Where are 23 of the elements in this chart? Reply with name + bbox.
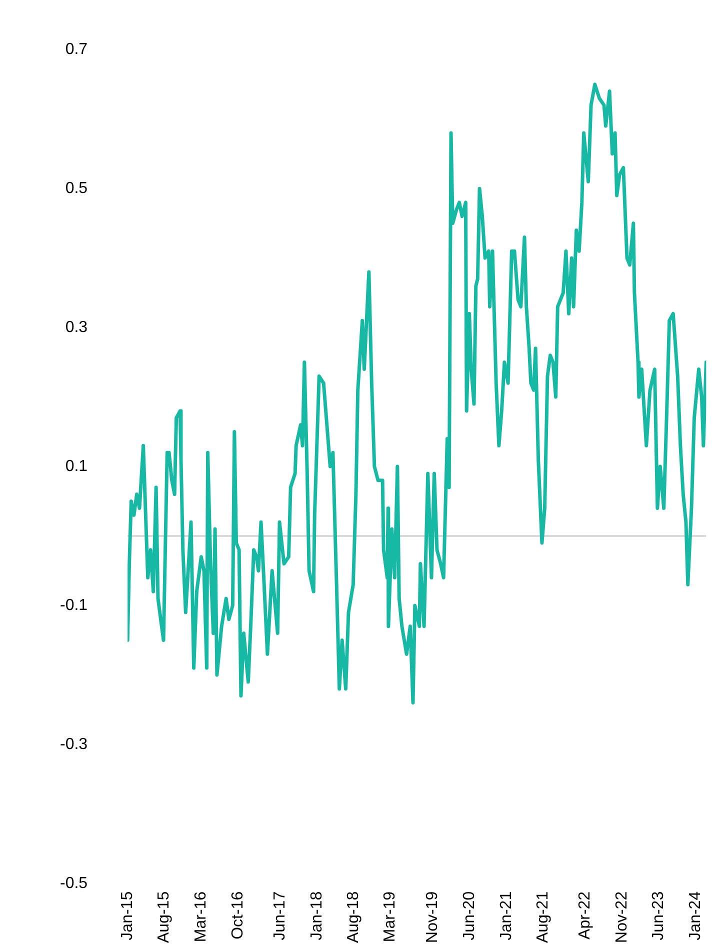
- x-tick-label: Oct-16: [229, 891, 246, 940]
- y-tick-label: 0.1: [65, 458, 88, 475]
- x-tick-label: Jun-17: [271, 891, 288, 940]
- y-tick-label: 0.7: [65, 41, 88, 58]
- x-tick-label: Aug-18: [345, 891, 362, 943]
- x-tick-label: Mar-16: [192, 891, 210, 942]
- x-tick-label: Jan-21: [498, 891, 515, 940]
- x-tick-label: Mar-19: [382, 891, 399, 942]
- y-tick-label: -0.5: [60, 874, 88, 892]
- y-tick-label: -0.3: [60, 736, 88, 753]
- x-tick-label: Nov-22: [614, 891, 631, 943]
- y-tick-label: 0.5: [65, 180, 88, 197]
- x-tick-label: Nov-19: [424, 891, 442, 943]
- x-tick-label: Jan-18: [308, 891, 326, 940]
- x-tick-label: Aug-15: [156, 891, 173, 943]
- y-tick-label: -0.1: [60, 596, 88, 614]
- x-tick-label: Apr-22: [576, 891, 594, 940]
- x-tick-label: Aug-21: [534, 891, 552, 943]
- y-tick-label: 0.3: [65, 318, 88, 336]
- x-tick-label: Jan-24: [687, 891, 704, 940]
- x-tick-label: Jun-20: [460, 891, 478, 940]
- x-tick-label: Jun-23: [650, 891, 668, 940]
- x-tick-label: Jan-15: [118, 891, 136, 940]
